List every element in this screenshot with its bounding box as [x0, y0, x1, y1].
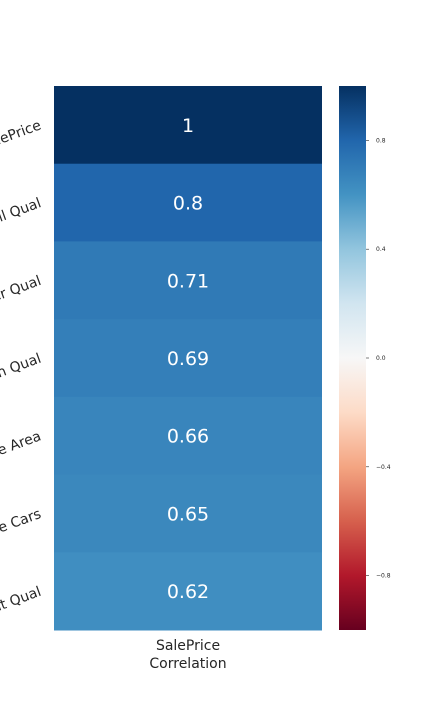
colorbar-tick-label: −0.4 [376, 464, 391, 471]
row-label: Basement Qual [0, 584, 43, 636]
row-labels: SalePrice Overall Qual Exter Qual Kitchen Q… [0, 118, 43, 636]
row-label: Overall Qual [0, 195, 43, 240]
row-label: Kitchen Qual [0, 351, 43, 397]
cell-value-label: 0.66 [167, 426, 209, 448]
row-label: Garage Area [0, 428, 43, 473]
colorbar-tick-label: 0.8 [376, 137, 386, 144]
heatmap-cells: 1 0.8 0.71 0.69 0.66 0.65 0.62 [54, 86, 322, 631]
row-label: Garage Cars [0, 506, 43, 551]
row-label: SalePrice [0, 118, 43, 155]
colorbar-tick-label: 0.0 [376, 355, 386, 362]
colorbar-tick-label: −0.8 [376, 573, 391, 580]
heatmap-cell [54, 86, 322, 165]
colorbar: 0.8 0.4 0.0 −0.4 −0.8 [339, 86, 391, 630]
cell-value-label: 0.62 [167, 581, 209, 603]
cell-value-label: 0.69 [167, 348, 209, 370]
cell-value-label: 0.71 [167, 270, 209, 292]
row-label: Exter Qual [0, 273, 43, 313]
x-axis-labels: SalePrice Correlation [149, 638, 226, 672]
heatmap-cell [54, 396, 322, 476]
cell-value-label: 1 [182, 115, 194, 137]
heatmap-cell [54, 163, 322, 242]
heatmap-cell [54, 552, 322, 631]
colorbar-gradient [339, 86, 366, 630]
x-tick-label: SalePrice [156, 638, 220, 654]
cell-value-label: 0.65 [167, 503, 209, 525]
heatmap-cell [54, 474, 322, 553]
colorbar-tick-label: 0.4 [376, 246, 386, 253]
heatmap-cell [54, 319, 322, 398]
heatmap-cell [54, 241, 322, 320]
cell-value-label: 0.8 [173, 193, 203, 215]
x-tick-label: Correlation [149, 656, 226, 672]
